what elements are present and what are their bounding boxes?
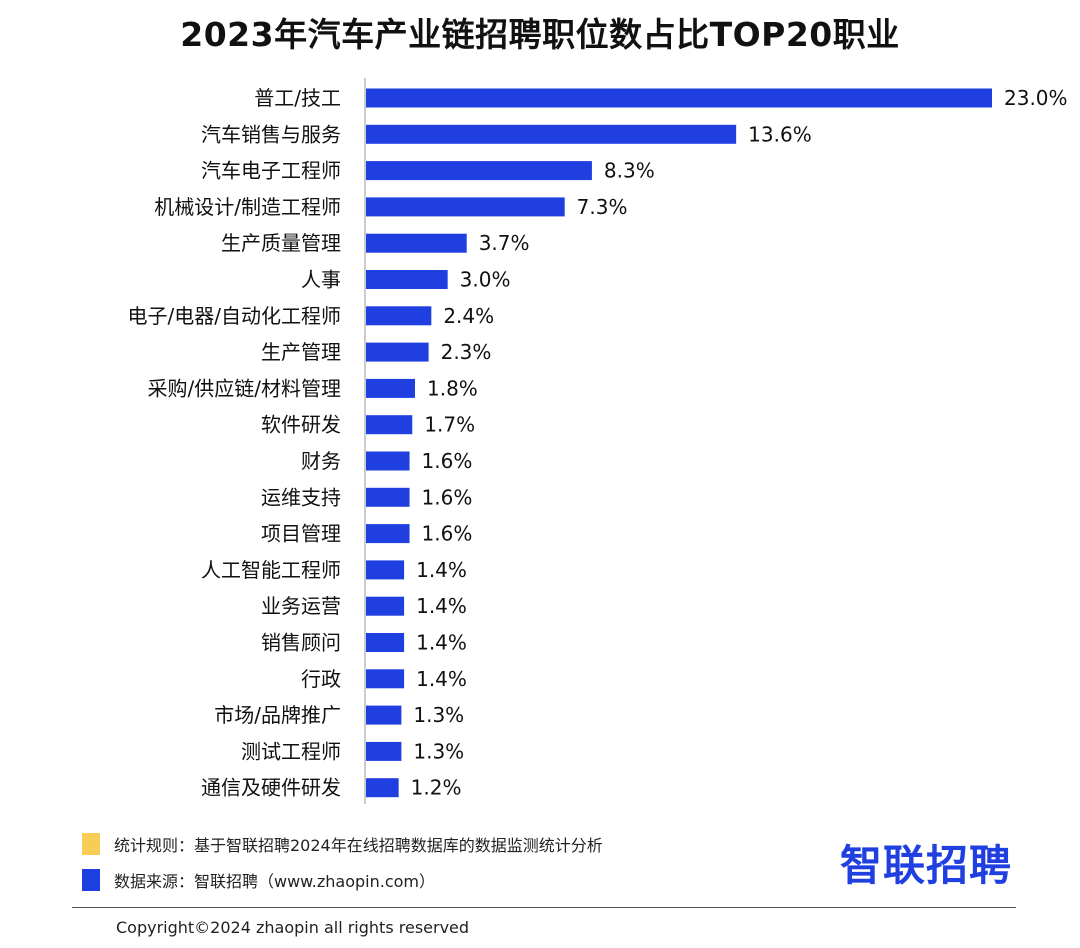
source-text: 数据来源：智联招聘（www.zhaopin.com）	[114, 872, 436, 891]
bar	[366, 705, 402, 725]
value-label: 3.7%	[479, 231, 530, 255]
category-label: 电子/电器/自动化工程师	[128, 304, 341, 328]
category-label: 项目管理	[261, 522, 341, 546]
category-label: 生产质量管理	[221, 231, 341, 255]
value-label: 23.0%	[1004, 86, 1068, 110]
bar	[366, 741, 402, 761]
category-label: 人工智能工程师	[201, 558, 341, 582]
category-label: 财务	[301, 449, 341, 473]
bar	[366, 778, 399, 798]
bar	[366, 669, 405, 689]
category-label: 测试工程师	[241, 739, 341, 763]
bar	[366, 415, 413, 435]
category-label: 生产管理	[261, 340, 341, 364]
value-label: 1.4%	[416, 631, 467, 655]
copyright-text: Copyright©2024 zhaopin all rights reserv…	[116, 918, 470, 937]
category-label: 销售顾问	[261, 631, 341, 655]
category-label: 机械设计/制造工程师	[154, 195, 341, 219]
chart-title: 2023年汽车产业链招聘职位数占比TOP20职业	[180, 15, 900, 54]
value-label: 1.4%	[416, 594, 467, 618]
value-label: 2.3%	[441, 340, 492, 364]
value-label: 1.4%	[416, 558, 467, 582]
category-label: 软件研发	[261, 413, 341, 437]
bar	[366, 342, 429, 362]
bar	[366, 88, 992, 108]
category-label: 汽车电子工程师	[201, 159, 341, 183]
category-label: 运维支持	[261, 485, 341, 509]
category-label: 行政	[301, 667, 341, 691]
category-label: 通信及硬件研发	[201, 776, 341, 800]
bar	[366, 306, 432, 326]
bar	[366, 270, 448, 289]
value-label: 1.3%	[413, 703, 464, 727]
value-label: 1.6%	[422, 485, 473, 509]
bar	[366, 451, 410, 471]
bar	[366, 596, 405, 616]
value-label: 3.0%	[460, 268, 511, 292]
zhaopin-logo: 智联招聘	[840, 841, 1013, 890]
bar	[366, 161, 592, 181]
category-label: 业务运营	[261, 594, 341, 618]
bar-chart: 普工/技工 23.0% 汽车销售与服务 13.6% 汽车电子工程师 8.3% 机械设计/制造…	[128, 78, 1068, 804]
legend-rule: 统计规则：基于智联招聘2024年在线招聘数据库的数据监测统计分析	[82, 832, 603, 856]
rule-text: 统计规则：基于智联招聘2024年在线招聘数据库的数据监测统计分析	[114, 836, 603, 855]
category-label: 人事	[301, 268, 341, 292]
source-swatch	[82, 869, 100, 891]
value-label: 1.2%	[411, 776, 462, 800]
legend-source: 数据来源：智联招聘（www.zhaopin.com）	[82, 868, 435, 892]
bar	[366, 560, 405, 580]
value-label: 1.4%	[416, 667, 467, 691]
value-label: 8.3%	[604, 159, 655, 183]
value-label: 7.3%	[577, 195, 628, 219]
category-label: 普工/技工	[254, 86, 341, 110]
category-label: 汽车销售与服务	[201, 122, 341, 146]
value-label: 1.6%	[422, 522, 473, 546]
value-label: 1.3%	[413, 739, 464, 763]
bar	[366, 633, 405, 652]
value-label: 13.6%	[748, 122, 812, 146]
value-label: 1.7%	[424, 413, 475, 437]
bar	[366, 124, 737, 144]
bar	[366, 197, 565, 217]
value-label: 2.4%	[443, 304, 494, 328]
bar	[366, 233, 467, 253]
category-label: 市场/品牌推广	[214, 703, 341, 727]
category-label: 采购/供应链/材料管理	[148, 376, 341, 400]
bar	[366, 524, 410, 544]
bar	[366, 378, 415, 398]
value-label: 1.8%	[427, 376, 478, 400]
value-label: 1.6%	[422, 449, 473, 473]
footer-divider	[72, 907, 1016, 908]
rule-swatch	[82, 833, 100, 855]
bar	[366, 487, 410, 507]
